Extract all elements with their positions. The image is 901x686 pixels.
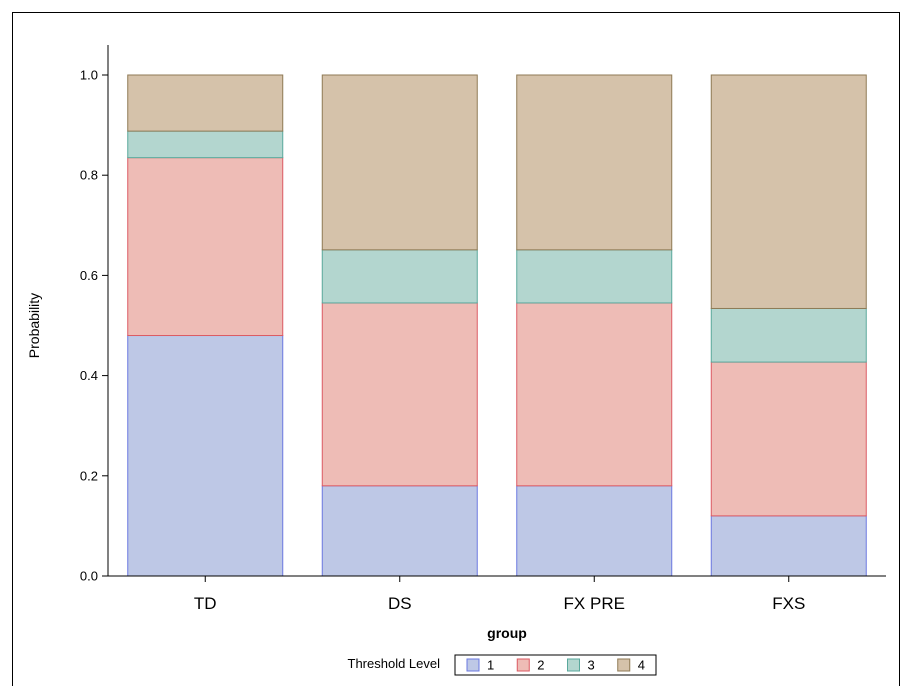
bar-segment-fx-pre-level-2 xyxy=(516,302,673,487)
legend-label-level-2: 2 xyxy=(537,658,544,673)
x-axis-title: group xyxy=(487,625,527,641)
y-axis-title: Probability xyxy=(26,293,42,358)
bar-segment-fxs-level-1 xyxy=(710,515,867,577)
legend-label-level-3: 3 xyxy=(588,658,595,673)
legend-swatch-level-1 xyxy=(466,658,480,672)
bar-segment-ds-level-2 xyxy=(321,302,478,487)
legend-swatch-level-4 xyxy=(617,658,631,672)
legend-label-level-1: 1 xyxy=(487,658,494,673)
y-tick-label: 0.4 xyxy=(80,368,98,383)
x-category-label: FXS xyxy=(772,594,805,613)
x-category-label: DS xyxy=(388,594,412,613)
bar-segment-td-level-3 xyxy=(127,130,284,159)
legend-swatch-level-2 xyxy=(516,658,530,672)
bar-segment-fx-pre-level-1 xyxy=(516,485,673,577)
legend-label-level-4: 4 xyxy=(638,658,645,673)
legend-swatch-level-3 xyxy=(567,658,580,672)
y-tick-label: 0.8 xyxy=(80,168,98,183)
bar-segment-ds-level-4 xyxy=(321,74,478,251)
bar-segment-fxs-level-3 xyxy=(710,307,867,363)
x-category-label: TD xyxy=(194,594,217,613)
legend-box xyxy=(454,654,657,676)
bar-segment-fxs-level-2 xyxy=(710,361,867,517)
bar-segment-fx-pre-level-3 xyxy=(516,249,673,304)
bars-layer xyxy=(127,74,867,577)
y-tick-label: 1.0 xyxy=(80,68,98,83)
legend: Threshold Level 1 2 3 4 xyxy=(348,654,657,676)
y-axis-ticks: 0.0 0.2 0.4 0.6 0.8 1.0 xyxy=(80,68,108,584)
x-axis-ticks: TD DS FX PRE FXS xyxy=(194,576,805,613)
bar-segment-td-level-1 xyxy=(127,335,284,577)
legend-items: 1 2 3 4 xyxy=(466,658,645,673)
chart-outer-frame xyxy=(12,12,900,686)
bar-segment-td-level-2 xyxy=(127,157,284,337)
legend-title: Threshold Level xyxy=(348,656,441,671)
y-tick-label: 0.0 xyxy=(80,569,98,584)
bar-segment-ds-level-1 xyxy=(321,485,478,577)
y-tick-label: 0.6 xyxy=(80,268,98,283)
bar-segment-td-level-4 xyxy=(127,74,284,132)
y-tick-label: 0.2 xyxy=(80,468,98,483)
bar-segment-fx-pre-level-4 xyxy=(516,74,673,251)
bar-segment-ds-level-3 xyxy=(321,249,478,304)
bar-segment-fxs-level-4 xyxy=(710,74,867,309)
x-category-label: FX PRE xyxy=(564,594,625,613)
